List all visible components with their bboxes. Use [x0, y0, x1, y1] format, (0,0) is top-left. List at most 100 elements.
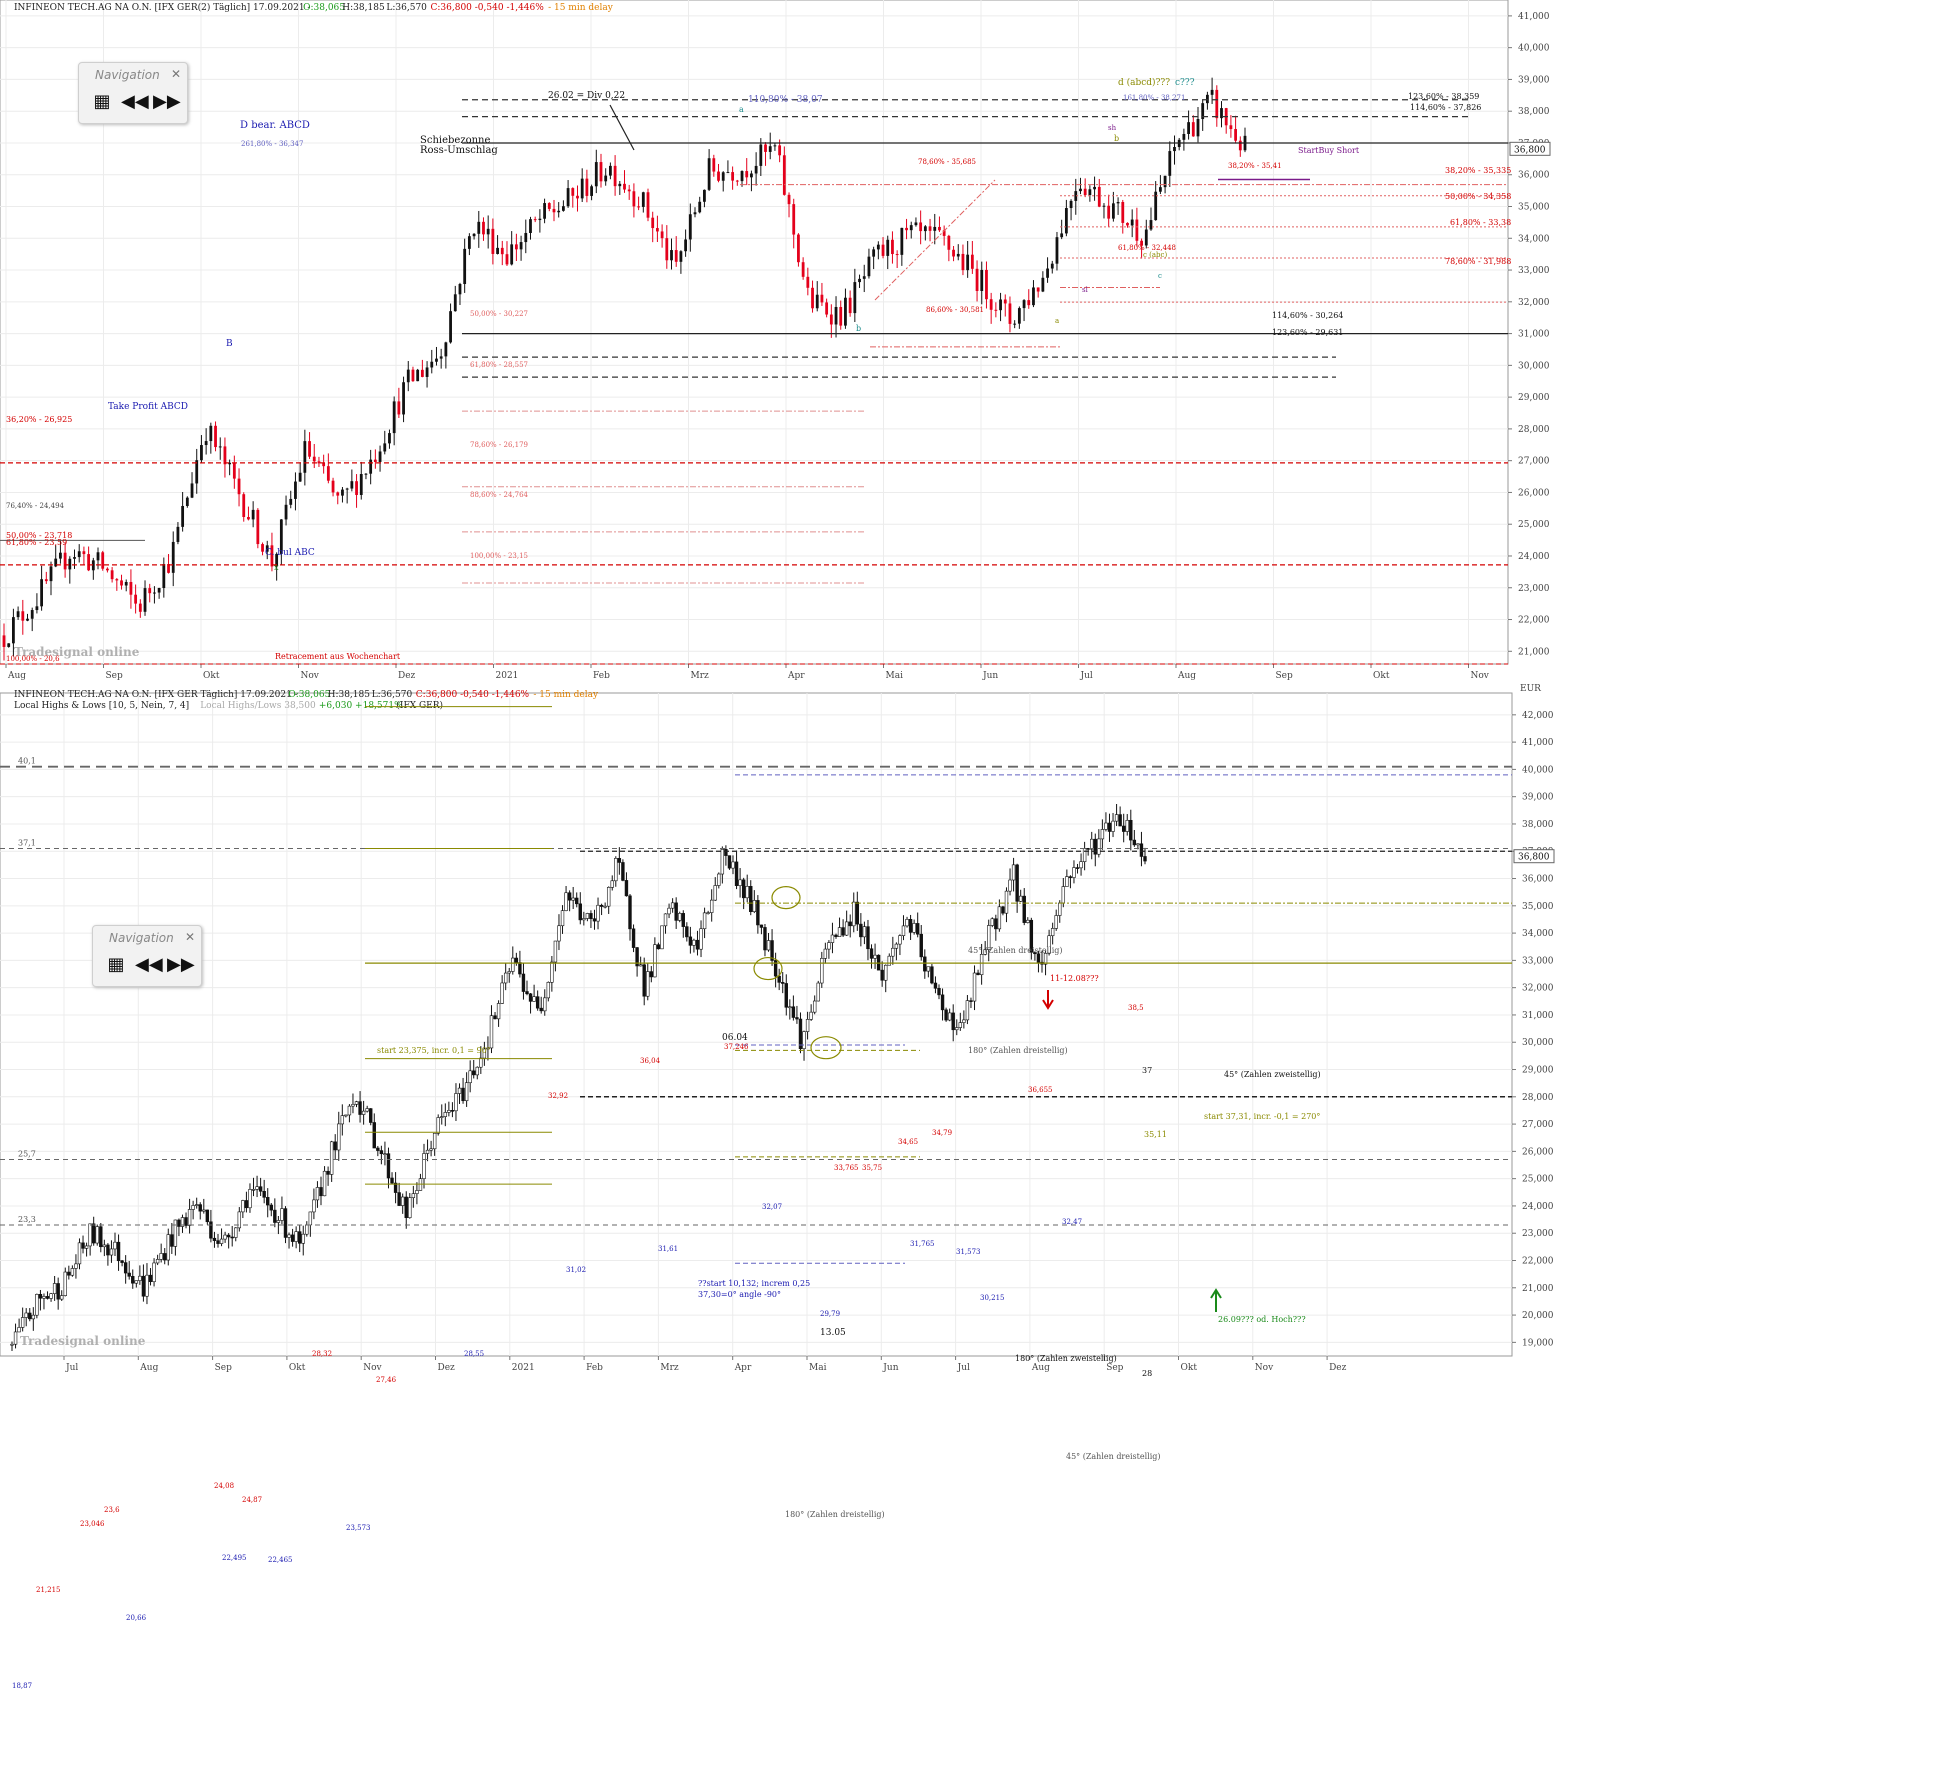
candle-body — [157, 588, 161, 593]
candle-body — [759, 144, 763, 166]
candle-body — [717, 873, 721, 886]
close-icon[interactable]: ✕ — [184, 930, 195, 944]
y-tick-label: 26,000 — [1518, 488, 1550, 498]
fast-forward-icon[interactable]: ▶▶ — [153, 91, 181, 112]
local-high-label: 37,246 — [724, 1043, 749, 1051]
candle-body — [852, 901, 856, 927]
candle-body — [275, 553, 279, 567]
candle-body — [975, 268, 979, 292]
candle-body — [63, 552, 67, 570]
local-high-label: 23,046 — [80, 1520, 105, 1528]
candle-body — [830, 934, 835, 943]
candle-body — [315, 1187, 320, 1201]
candle-body — [331, 480, 335, 493]
candle-body — [152, 1262, 156, 1283]
navigation-panel-top[interactable]: Navigation ✕ ▦ ◀◀ ▶▶ — [78, 62, 188, 124]
candle-body — [354, 1101, 359, 1105]
candle-body — [585, 178, 589, 196]
navigation-panel-bottom[interactable]: Navigation ✕ ▦ ◀◀ ▶▶ — [92, 925, 202, 987]
candle-body — [59, 552, 62, 559]
chart-annotation: B — [226, 339, 233, 349]
candle-body — [617, 858, 622, 863]
candle-body — [202, 1209, 206, 1212]
candle-body — [148, 1274, 153, 1283]
candle-body — [519, 242, 523, 250]
candle-body — [1107, 822, 1112, 832]
chart-annotation: c — [1158, 272, 1162, 280]
candle-body — [923, 956, 927, 972]
candle-body — [390, 1177, 394, 1184]
rewind-icon[interactable]: ◀◀ — [121, 91, 149, 112]
candle-body — [1054, 915, 1058, 929]
candle-body — [787, 194, 791, 205]
candle-body — [81, 1242, 85, 1249]
x-tick-label: Aug — [1031, 1363, 1050, 1373]
candle-body — [205, 1209, 210, 1223]
candle-body — [905, 919, 909, 927]
candle-body — [7, 643, 11, 647]
candle-body — [532, 996, 536, 1002]
candle-body — [947, 1012, 952, 1021]
candle-body — [582, 918, 586, 921]
fast-forward-icon[interactable]: ▶▶ — [167, 954, 195, 975]
candle-body — [402, 382, 405, 415]
candle-body — [54, 558, 58, 567]
grid-menu-icon[interactable]: ▦ — [93, 91, 111, 112]
candle-body — [99, 1226, 103, 1248]
x-tick-label: Nov — [1471, 671, 1490, 681]
chart-annotation: 78,60% - 31,988 — [1445, 257, 1511, 266]
candle-body — [1154, 191, 1158, 221]
candle-body — [900, 227, 904, 255]
candle-body — [52, 1283, 57, 1294]
candle-body — [138, 1275, 142, 1281]
candle-body — [539, 1007, 543, 1012]
candle-body — [273, 1209, 277, 1223]
candle-body — [820, 958, 824, 984]
candle-body — [1118, 814, 1122, 827]
y-tick-label: 40,000 — [1518, 44, 1550, 54]
close-icon[interactable]: ✕ — [170, 67, 181, 81]
candle-body — [853, 282, 857, 314]
y-tick-label: 21,000 — [1522, 1284, 1554, 1294]
candle-body — [372, 1122, 376, 1149]
candle-body — [110, 570, 114, 580]
candle-body — [778, 145, 782, 156]
candle-body — [200, 445, 203, 461]
chart-annotation: sh — [1108, 124, 1117, 132]
candle-body — [138, 603, 142, 612]
x-tick-label: Jun — [982, 671, 998, 681]
rewind-icon[interactable]: ◀◀ — [135, 954, 163, 975]
y-tick-label: 24,000 — [1522, 1202, 1554, 1212]
candle-body — [788, 1006, 792, 1009]
trend-dash-line — [874, 179, 996, 301]
candle-body — [429, 1148, 433, 1151]
candle-body — [1061, 886, 1066, 904]
candle-body — [834, 306, 838, 325]
candle-body — [1079, 861, 1083, 869]
candle-body — [209, 425, 213, 442]
candle-body — [444, 342, 448, 357]
y-tick-label: 42,000 — [1522, 711, 1554, 721]
candle-body — [106, 1244, 110, 1256]
candle-body — [312, 456, 316, 462]
candle-body — [702, 912, 707, 930]
candle-body — [369, 1108, 373, 1123]
candle-body — [646, 971, 650, 997]
candle-body — [255, 1186, 259, 1190]
candle-body — [143, 588, 147, 612]
candle-body — [440, 1116, 444, 1118]
candle-body — [297, 1231, 302, 1244]
grid-menu-icon[interactable]: ▦ — [107, 954, 125, 975]
chart-annotation: 180° (Zahlen zweistellig) — [1015, 1354, 1117, 1363]
candle-body — [60, 1295, 64, 1300]
candle-body — [284, 504, 288, 520]
candle-body — [301, 1233, 305, 1244]
candle-body — [1158, 187, 1162, 192]
candle-body — [340, 1115, 345, 1125]
dividend-arrow — [609, 104, 635, 151]
candle-body — [435, 358, 438, 362]
candle-body — [596, 904, 600, 922]
candle-body — [763, 927, 767, 951]
candle-body — [608, 165, 612, 176]
candle-body — [404, 1196, 408, 1219]
